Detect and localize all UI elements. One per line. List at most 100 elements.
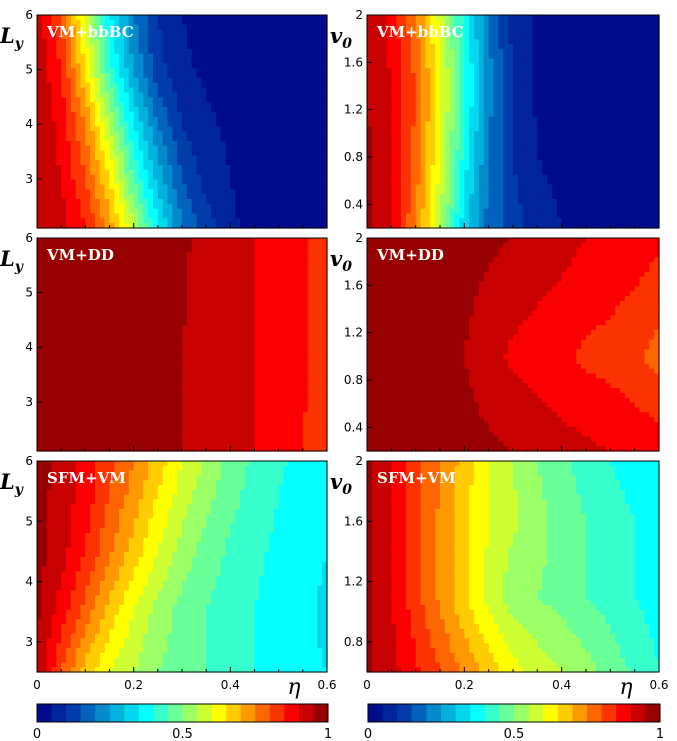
heatmap-cell <box>478 165 485 171</box>
heatmap-cell <box>278 106 285 113</box>
heatmap-cell <box>605 87 611 94</box>
heatmap-cell <box>51 189 57 195</box>
heatmap-cell <box>70 58 77 65</box>
heatmap-cell <box>254 194 260 200</box>
heatmap-cell <box>153 82 159 89</box>
heatmap-cell <box>143 116 149 123</box>
heatmap-cell <box>56 208 62 215</box>
heatmap-cell <box>488 29 495 35</box>
heatmap-cell <box>90 121 96 127</box>
heatmap-cell <box>211 87 217 94</box>
heatmap-cell <box>143 203 149 210</box>
heatmap-cell <box>586 48 592 55</box>
heatmap-cell <box>435 145 441 152</box>
heatmap-cell <box>95 19 101 26</box>
heatmap-cell <box>493 15 499 21</box>
heatmap-cell <box>80 218 86 224</box>
heatmap-cell <box>215 179 222 186</box>
heatmap-cell <box>459 87 465 94</box>
heatmap-cell <box>211 29 217 35</box>
heatmap-cell <box>391 106 397 113</box>
heatmap-cell <box>547 97 553 103</box>
heatmap-cell <box>571 198 577 205</box>
heatmap-cell <box>307 111 314 118</box>
heatmap-cell <box>522 77 529 84</box>
heatmap-cell <box>114 48 120 55</box>
heatmap-cell <box>182 19 188 26</box>
heatmap-cell <box>66 97 72 103</box>
heatmap-cell <box>576 77 582 84</box>
heatmap-cell <box>629 160 636 166</box>
heatmap-cell <box>586 58 592 65</box>
heatmap-cell <box>114 77 120 84</box>
heatmap-cell <box>153 218 159 224</box>
heatmap-cell <box>391 44 397 50</box>
heatmap-cell <box>138 44 144 50</box>
heatmap-cell <box>371 44 378 50</box>
heatmap-cell <box>644 116 650 123</box>
heatmap-cell <box>386 58 392 65</box>
heatmap-cell <box>128 165 135 171</box>
heatmap-cell <box>85 106 91 113</box>
heatmap-cell <box>371 87 378 94</box>
heatmap-cell <box>498 102 504 108</box>
heatmap-cell <box>61 48 67 55</box>
heatmap-cell <box>396 77 402 84</box>
heatmap-cell <box>75 145 82 152</box>
heatmap-cell <box>590 92 597 98</box>
heatmap-cell <box>182 140 188 147</box>
heatmap-cell <box>595 136 602 142</box>
heatmap-cell <box>283 97 289 103</box>
heatmap-cell <box>600 29 607 35</box>
heatmap-cell <box>312 169 318 176</box>
heatmap-cell <box>410 194 417 200</box>
heatmap-cell <box>124 73 130 79</box>
heatmap-cell <box>90 136 96 142</box>
heatmap-cell <box>109 198 115 205</box>
heatmap-cell <box>51 121 57 127</box>
heatmap-cell <box>298 203 304 210</box>
heatmap-cell <box>56 68 62 74</box>
heatmap-cell <box>177 194 183 200</box>
heatmap-cell <box>182 208 188 215</box>
heatmap-cell <box>454 82 461 89</box>
heatmap-cell <box>488 160 495 166</box>
heatmap-cell <box>474 116 480 123</box>
heatmap-cell <box>206 213 212 219</box>
heatmap-cell <box>114 116 120 123</box>
heatmap-cell <box>90 92 96 98</box>
heatmap-cell <box>196 223 202 229</box>
heatmap-cell <box>196 97 202 103</box>
heatmap-cell <box>605 174 611 181</box>
heatmap-cell <box>244 208 251 215</box>
heatmap-cell <box>283 39 289 45</box>
y-tick-label: 4 <box>25 117 33 131</box>
heatmap-cell <box>522 106 529 113</box>
heatmap-cell <box>464 198 470 205</box>
heatmap-cell <box>590 48 597 55</box>
heatmap-cell <box>128 189 135 195</box>
heatmap-cell <box>537 82 543 89</box>
heatmap-cell <box>191 53 198 60</box>
heatmap-cell <box>430 48 436 55</box>
heatmap-cell <box>148 208 154 215</box>
heatmap-cell <box>459 160 465 166</box>
heatmap-cell <box>542 87 548 94</box>
heatmap-cell <box>186 218 193 224</box>
heatmap-cell <box>586 111 592 118</box>
heatmap-cell <box>264 121 270 127</box>
heatmap-cell <box>649 126 655 132</box>
heatmap-cell <box>148 53 154 60</box>
heatmap-cell <box>478 29 485 35</box>
heatmap-cell <box>449 58 456 65</box>
heatmap-cell <box>104 155 111 161</box>
heatmap-cell <box>138 131 144 137</box>
heatmap-cell <box>298 213 304 219</box>
heatmap-cell <box>654 111 660 118</box>
heatmap-cell <box>162 145 169 152</box>
heatmap-cell <box>381 34 388 40</box>
heatmap-cell <box>542 116 548 123</box>
heatmap-cell <box>624 111 631 118</box>
heatmap-cell <box>259 165 265 171</box>
heatmap-cell <box>157 102 164 108</box>
